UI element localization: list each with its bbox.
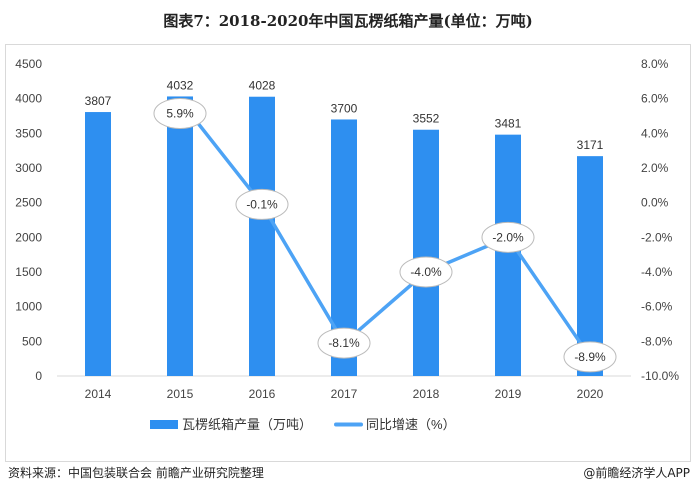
chart-frame bbox=[5, 44, 691, 462]
y-left-tick-label: 500 bbox=[22, 334, 42, 348]
y-right-tick-label: -10.0% bbox=[641, 369, 679, 383]
growth-label-bubble bbox=[153, 97, 207, 129]
bar-value-label: 3552 bbox=[413, 112, 440, 126]
bar-value-label: 3171 bbox=[577, 138, 604, 152]
growth-line bbox=[178, 99, 592, 358]
bar-value-label: 3481 bbox=[495, 117, 522, 131]
y-right-tick-label: 8.0% bbox=[641, 57, 669, 71]
y-right-tick-label: 4.0% bbox=[641, 126, 669, 140]
x-tick-label: 2017 bbox=[331, 387, 358, 401]
bar bbox=[413, 129, 439, 376]
legend-label-line: 同比增速（%） bbox=[366, 417, 456, 432]
bar-value-label: 4028 bbox=[249, 79, 276, 93]
y-left-tick-label: 1000 bbox=[15, 300, 42, 314]
growth-value-label: -2.0% bbox=[492, 230, 524, 244]
bar bbox=[249, 96, 275, 376]
bar-value-label: 3807 bbox=[85, 94, 112, 108]
credit-note: @前瞻经济学人APP bbox=[583, 466, 690, 480]
growth-label-bubble bbox=[399, 256, 453, 288]
y-left-tick-label: 2500 bbox=[15, 196, 42, 210]
y-left-tick-label: 3500 bbox=[15, 126, 42, 140]
y-right-tick-label: 6.0% bbox=[641, 92, 669, 106]
growth-label-bubble bbox=[317, 327, 371, 359]
x-tick-label: 2015 bbox=[167, 387, 194, 401]
growth-label-bubble bbox=[481, 221, 535, 253]
growth-value-label: -8.1% bbox=[328, 336, 360, 350]
y-right-tick-label: -6.0% bbox=[641, 300, 673, 314]
y-left-tick-label: 1500 bbox=[15, 265, 42, 279]
y-left-tick-label: 0 bbox=[35, 369, 42, 383]
y-right-tick-label: 0.0% bbox=[641, 196, 669, 210]
y-right-tick-label: -2.0% bbox=[641, 230, 673, 244]
growth-value-label: -0.1% bbox=[246, 197, 278, 211]
source-note: 资料来源：中国包装联合会 前瞻产业研究院整理 bbox=[8, 466, 264, 480]
x-tick-label: 2018 bbox=[413, 387, 440, 401]
x-tick-label: 2020 bbox=[577, 387, 604, 401]
x-tick-label: 2016 bbox=[249, 387, 276, 401]
chart-title: 图表7：2018-2020年中国瓦楞纸箱产量(单位：万吨) bbox=[163, 12, 533, 30]
bar bbox=[495, 134, 521, 376]
bar bbox=[85, 112, 111, 376]
bar-value-label: 3700 bbox=[331, 101, 358, 115]
y-right-tick-label: -8.0% bbox=[641, 334, 673, 348]
y-left-tick-label: 2000 bbox=[15, 230, 42, 244]
x-tick-label: 2014 bbox=[85, 387, 112, 401]
y-right-tick-label: -4.0% bbox=[641, 265, 673, 279]
x-tick-label: 2019 bbox=[495, 387, 522, 401]
growth-value-label: -4.0% bbox=[410, 265, 442, 279]
growth-label-bubble bbox=[235, 188, 289, 220]
bar bbox=[167, 96, 193, 376]
y-right-tick-label: 2.0% bbox=[641, 161, 669, 175]
legend-swatch-bar bbox=[150, 420, 178, 429]
legend-label-bar: 瓦楞纸箱产量（万吨） bbox=[182, 417, 312, 432]
bar bbox=[577, 156, 603, 376]
growth-value-label: -8.9% bbox=[574, 350, 606, 364]
bar-value-label: 4032 bbox=[167, 78, 194, 92]
y-left-tick-label: 4500 bbox=[15, 57, 42, 71]
y-left-tick-label: 4000 bbox=[15, 92, 42, 106]
y-left-tick-label: 3000 bbox=[15, 161, 42, 175]
growth-value-label: 5.9% bbox=[166, 106, 194, 120]
growth-label-bubble bbox=[563, 341, 617, 373]
